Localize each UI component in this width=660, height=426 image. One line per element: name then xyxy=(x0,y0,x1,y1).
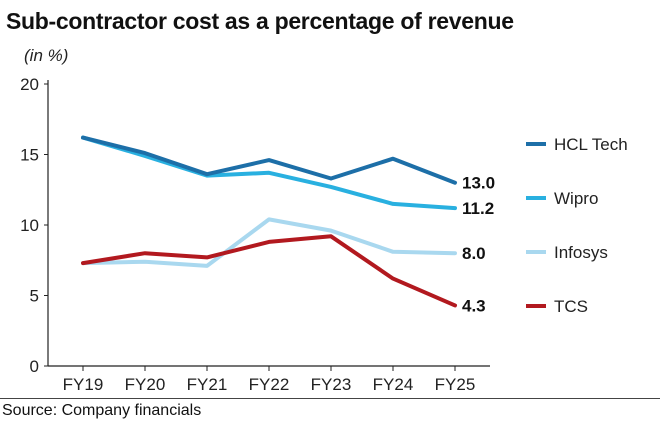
end-label-wipro: 11.2 xyxy=(462,199,494,218)
legend-label-wipro: Wipro xyxy=(554,189,598,208)
source-note: Source: Company financials xyxy=(2,402,202,419)
x-tick-label: FY20 xyxy=(125,375,166,394)
series-line-infosys xyxy=(81,217,457,268)
series-line-tcs xyxy=(81,234,457,308)
legend-label-tcs: TCS xyxy=(554,297,588,316)
end-label-tcs: 4.3 xyxy=(462,296,486,315)
x-tick-label: FY25 xyxy=(435,375,476,394)
end-label-hcl-tech: 13.0 xyxy=(462,174,495,193)
line-chart: 0 5 10 15 20 FY19 FY20 FY21 FY22 FY23 FY24 FY25 13.0… xyxy=(20,75,628,394)
chart-title: Sub-contractor cost as a percentage of r… xyxy=(6,8,514,34)
x-tick-label: FY24 xyxy=(373,375,414,394)
legend-label-hcl-tech: HCL Tech xyxy=(554,135,628,154)
legend-label-infosys: Infosys xyxy=(554,243,608,262)
chart-subtitle: (in %) xyxy=(24,46,69,65)
x-tick-label: FY19 xyxy=(63,375,104,394)
series-line-wipro xyxy=(81,135,457,211)
source-divider xyxy=(0,398,660,399)
x-tick-label: FY21 xyxy=(187,375,228,394)
y-tick-label: 0 xyxy=(30,357,39,376)
x-tick-label: FY23 xyxy=(311,375,352,394)
y-tick-label: 10 xyxy=(20,216,39,235)
y-tick-label: 15 xyxy=(20,146,39,165)
series-line-hcl-tech xyxy=(81,135,457,185)
end-label-infosys: 8.0 xyxy=(462,244,486,263)
y-tick-label: 20 xyxy=(20,75,39,94)
x-tick-label: FY22 xyxy=(249,375,290,394)
y-tick-label: 5 xyxy=(30,287,39,306)
